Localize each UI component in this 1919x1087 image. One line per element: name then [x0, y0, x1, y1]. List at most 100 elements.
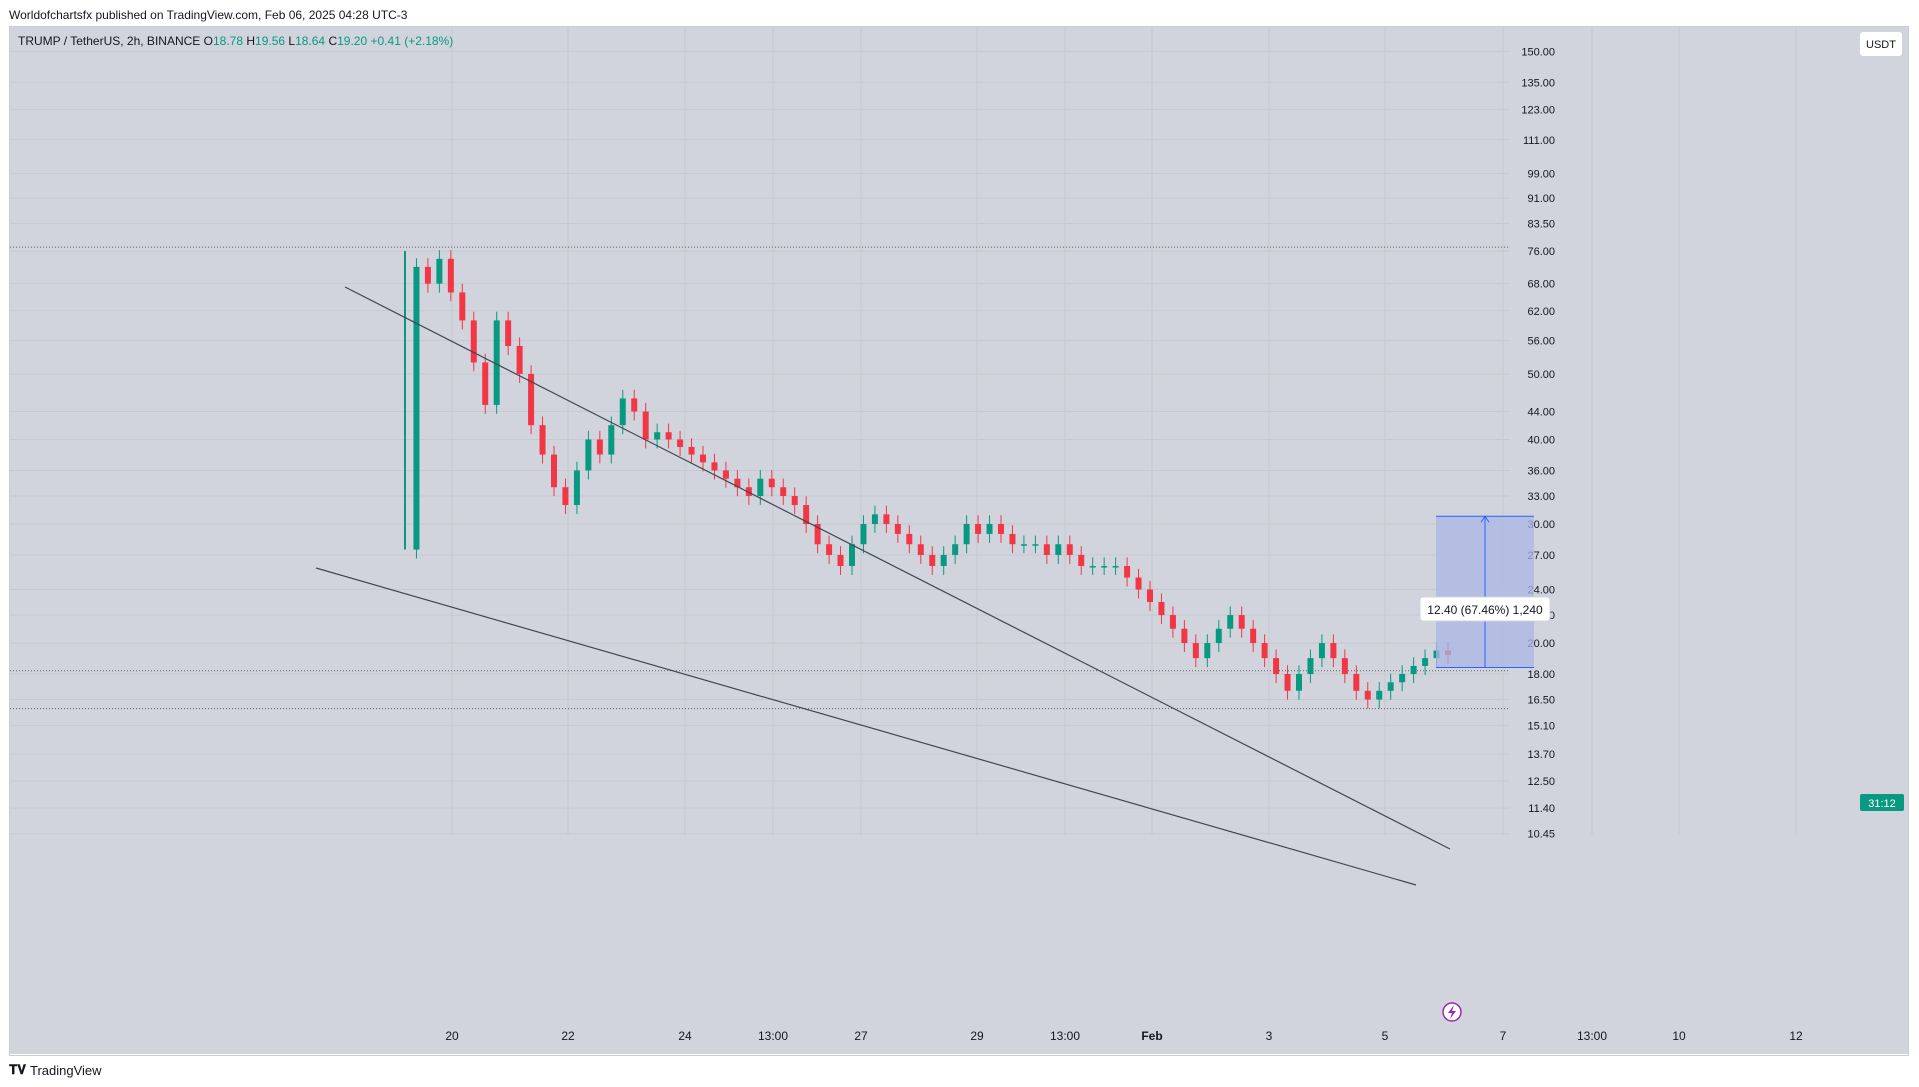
- candle-body: [596, 439, 603, 455]
- y-tick-label: 11.40: [1528, 803, 1555, 815]
- y-tick-label: 10.45: [1527, 829, 1555, 841]
- candle-body: [1181, 628, 1188, 644]
- wedge-upper-trendline: [344, 286, 1451, 850]
- y-tick-label: 13.70: [1527, 749, 1555, 761]
- candle-body: [1376, 690, 1383, 700]
- candle-body: [1032, 544, 1039, 546]
- currency-button[interactable]: USDT: [1859, 31, 1903, 57]
- y-tick-label: 16.50: [1527, 695, 1555, 707]
- candle-body: [654, 432, 661, 440]
- candle-body: [849, 544, 855, 567]
- candle-body: [413, 266, 420, 550]
- candle-body: [562, 487, 569, 506]
- candle-body: [1215, 628, 1222, 644]
- price-axis-area: [1510, 27, 1908, 835]
- y-tick-label: 44.00: [1527, 407, 1555, 419]
- y-tick-label: 15.10: [1527, 721, 1555, 733]
- candle-body: [1112, 566, 1119, 568]
- x-tick-label: 5: [1382, 1029, 1389, 1043]
- y-tick-label: 36.00: [1527, 465, 1555, 477]
- candle-body: [482, 362, 489, 405]
- y-tick-label: 99.00: [1527, 168, 1555, 180]
- current-price-label: 31:12: [1868, 798, 1896, 810]
- candle-body: [1296, 674, 1302, 691]
- candle-body: [1227, 615, 1234, 629]
- y-tick-label: 27.00: [1527, 550, 1555, 562]
- y-tick-label: 150.00: [1521, 46, 1555, 58]
- candle-body: [768, 478, 775, 488]
- candle-body: [860, 523, 867, 545]
- candle-body: [711, 462, 718, 471]
- open-label: O: [203, 34, 213, 48]
- candle-body: [917, 544, 924, 555]
- y-tick-label: 111.00: [1523, 135, 1555, 147]
- candle-body: [551, 454, 557, 488]
- candle-body: [608, 425, 615, 455]
- plot-area: [10, 27, 1510, 835]
- y-tick-label: 40.00: [1527, 434, 1555, 446]
- candle-body: [1204, 643, 1211, 659]
- y-tick-label: 33.00: [1527, 491, 1555, 503]
- candle-body: [505, 320, 512, 346]
- candle-body: [803, 505, 810, 524]
- wedge-lower-trendline: [315, 567, 1417, 886]
- candle-body: [952, 544, 959, 555]
- close-label: C: [328, 34, 338, 48]
- candle-body: [1273, 658, 1280, 674]
- candle-body: [642, 411, 649, 440]
- candle-body: [573, 470, 580, 506]
- y-tick-label: 83.50: [1527, 218, 1555, 230]
- low-value: 18.64: [295, 34, 326, 48]
- x-tick-label: 12: [1789, 1029, 1803, 1043]
- candle-body: [1307, 658, 1314, 674]
- candle-body: [837, 554, 844, 567]
- y-tick-label: 50.00: [1527, 369, 1555, 381]
- measure-label-box: [1419, 596, 1551, 622]
- candle-body: [906, 533, 913, 545]
- candle-body: [780, 487, 787, 496]
- time-axis-area: [10, 835, 1908, 1054]
- candle-body: [1364, 690, 1371, 700]
- change-value: +0.41 (+2.18%): [370, 34, 454, 48]
- y-tick-label: 56.00: [1527, 336, 1555, 348]
- current-price-tag: [1860, 794, 1904, 811]
- candle-body: [1284, 674, 1291, 691]
- candle-body: [493, 320, 500, 405]
- candle-body: [459, 292, 466, 321]
- candle-body: [1399, 674, 1406, 683]
- chart-frame: [9, 26, 1909, 1056]
- high-value: 19.56: [255, 34, 286, 48]
- y-tick-label: 12.50: [1527, 776, 1555, 788]
- candle-body: [722, 470, 729, 479]
- candle-body: [1341, 658, 1348, 674]
- y-tick-label: 62.00: [1527, 306, 1555, 318]
- candle-body: [1158, 602, 1165, 616]
- measure-label: 12.40 (67.46%) 1,240: [1427, 603, 1543, 617]
- y-tick-label: 91.00: [1527, 193, 1555, 205]
- candle-body: [1089, 566, 1096, 568]
- candle-body: [1261, 643, 1268, 659]
- candle-body: [516, 345, 523, 374]
- y-tick-label: 135.00: [1521, 77, 1555, 89]
- candle-body: [814, 523, 821, 545]
- candle-body: [986, 523, 993, 534]
- candle-body: [1147, 589, 1153, 603]
- candle-body: [1101, 566, 1108, 568]
- candle-body: [1169, 615, 1176, 629]
- candle-body: [700, 454, 706, 463]
- candle-body: [1078, 554, 1085, 567]
- y-tick-label: 123.00: [1521, 105, 1555, 117]
- candle-body: [1009, 533, 1016, 545]
- x-tick-label: 13:00: [1050, 1029, 1080, 1043]
- candle-body: [757, 478, 764, 496]
- candle-body: [1318, 643, 1325, 659]
- x-tick-label: 13:00: [1577, 1029, 1607, 1043]
- x-tick-label: Feb: [1141, 1029, 1162, 1043]
- candle-body: [1330, 643, 1337, 659]
- candle-body: [826, 544, 833, 555]
- arrow-up-icon: [1480, 515, 1490, 523]
- candle-body: [963, 523, 970, 545]
- y-tick-label: 76.00: [1527, 246, 1555, 258]
- close-value: 19.20: [337, 34, 368, 48]
